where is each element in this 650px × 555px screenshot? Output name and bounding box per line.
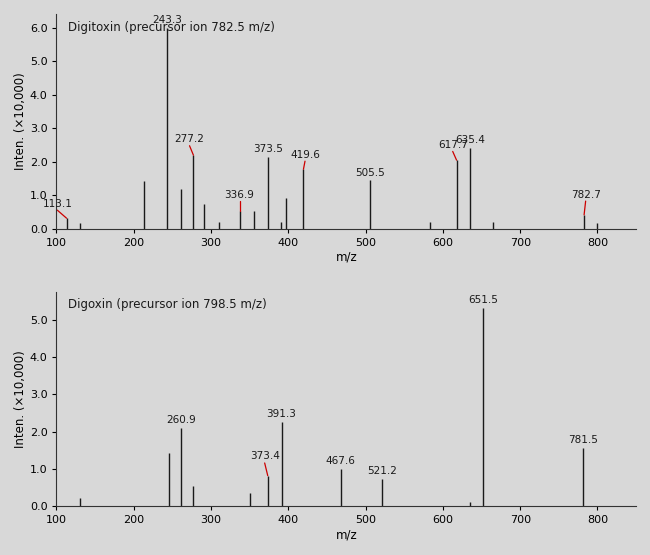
Text: Digoxin (precursor ion 798.5 m/z): Digoxin (precursor ion 798.5 m/z) [68, 298, 266, 311]
Text: Digitoxin (precursor ion 782.5 m/z): Digitoxin (precursor ion 782.5 m/z) [68, 21, 275, 34]
Text: 391.3: 391.3 [266, 409, 296, 419]
Text: 277.2: 277.2 [175, 134, 205, 144]
Text: 467.6: 467.6 [326, 456, 356, 466]
Text: 651.5: 651.5 [468, 295, 498, 305]
Y-axis label: Inten. (×10,000): Inten. (×10,000) [14, 73, 27, 170]
Text: 243.3: 243.3 [152, 15, 182, 25]
Text: 521.2: 521.2 [367, 466, 397, 476]
Text: 635.4: 635.4 [455, 135, 485, 145]
Text: 505.5: 505.5 [355, 168, 385, 178]
Text: 782.7: 782.7 [571, 190, 601, 200]
Text: 373.4: 373.4 [250, 451, 280, 462]
Y-axis label: Inten. (×10,000): Inten. (×10,000) [14, 350, 27, 448]
Text: 373.5: 373.5 [253, 144, 283, 154]
Text: 781.5: 781.5 [568, 436, 598, 446]
Text: 419.6: 419.6 [290, 150, 320, 160]
Text: 617.7: 617.7 [437, 140, 467, 150]
Text: 260.9: 260.9 [166, 415, 196, 425]
Text: 336.9: 336.9 [225, 190, 255, 200]
Text: 113.1: 113.1 [42, 199, 72, 209]
X-axis label: m/z: m/z [335, 251, 357, 264]
X-axis label: m/z: m/z [335, 528, 357, 541]
